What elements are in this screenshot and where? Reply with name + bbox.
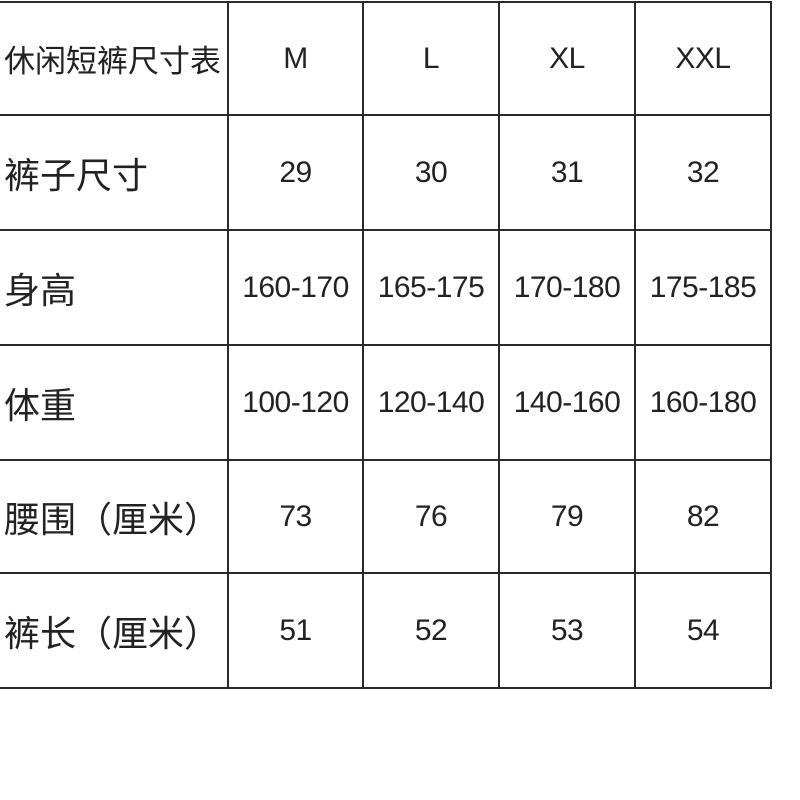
- table-cell: 170-180: [498, 229, 636, 346]
- row-label: 体重: [0, 344, 229, 461]
- table-cell: 100-120: [227, 344, 364, 461]
- table-cell: 30: [362, 114, 500, 231]
- header-row: 休闲短裤尺寸表 M L XL XXL: [0, 1, 772, 116]
- table-cell: 29: [227, 114, 364, 231]
- table-cell: 52: [362, 572, 500, 689]
- table-cell: 82: [634, 459, 772, 574]
- table-cell: 175-185: [634, 229, 772, 346]
- table-cell: 53: [498, 572, 636, 689]
- table-row: 身高 160-170 165-175 170-180 175-185: [0, 229, 772, 346]
- table-row: 裤长（厘米） 51 52 53 54: [0, 572, 772, 689]
- table-cell: 140-160: [498, 344, 636, 461]
- table-cell: 79: [498, 459, 636, 574]
- size-header-xxl: XXL: [634, 1, 772, 116]
- table-row: 腰围（厘米） 73 76 79 82: [0, 459, 772, 574]
- size-header-l: L: [362, 1, 500, 116]
- table-row: 裤子尺寸 29 30 31 32: [0, 114, 772, 231]
- table-cell: 32: [634, 114, 772, 231]
- table-row: 体重 100-120 120-140 140-160 160-180: [0, 344, 772, 461]
- table-cell: 160-180: [634, 344, 772, 461]
- table-cell: 51: [227, 572, 364, 689]
- size-header-m: M: [227, 1, 364, 116]
- size-chart-table: 休闲短裤尺寸表 M L XL XXL 裤子尺寸 29 30 31 32 身高 160-170…: [0, 1, 772, 689]
- table-cell: 54: [634, 572, 772, 689]
- table-cell: 76: [362, 459, 500, 574]
- size-header-xl: XL: [498, 1, 636, 116]
- table-cell: 165-175: [362, 229, 500, 346]
- row-label: 裤长（厘米）: [0, 572, 229, 689]
- table-cell: 120-140: [362, 344, 500, 461]
- row-label: 腰围（厘米）: [0, 459, 229, 574]
- table-cell: 73: [227, 459, 364, 574]
- table-title: 休闲短裤尺寸表: [0, 1, 229, 116]
- table-cell: 160-170: [227, 229, 364, 346]
- table-cell: 31: [498, 114, 636, 231]
- row-label: 裤子尺寸: [0, 114, 229, 231]
- row-label: 身高: [0, 229, 229, 346]
